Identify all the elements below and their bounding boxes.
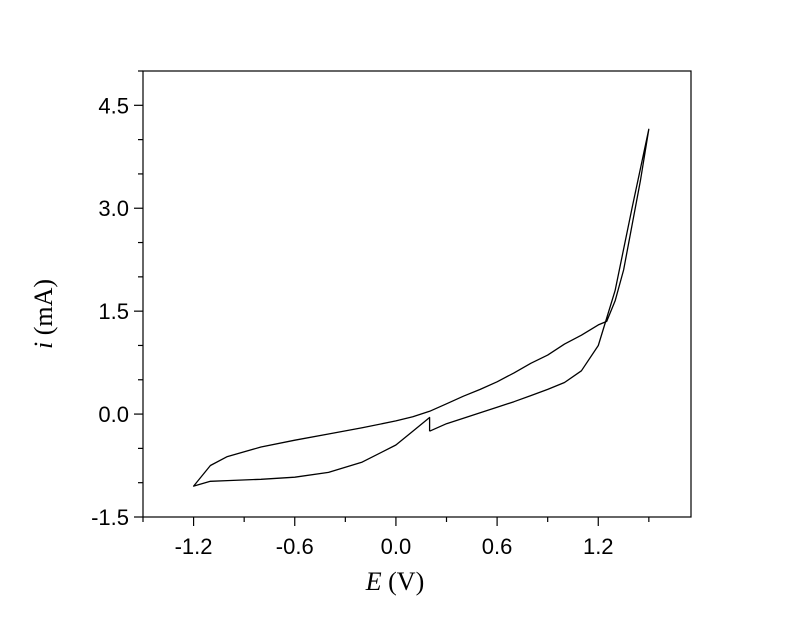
y-tick-label: -1.5: [91, 505, 129, 530]
x-tick-label: 0.0: [381, 534, 412, 559]
axis-ticks: [134, 70, 650, 526]
cv-curve: [192, 128, 650, 487]
y-tick-label: 1.5: [98, 299, 129, 324]
y-tick-label: 4.5: [98, 93, 129, 118]
x-tick-label: -1.2: [175, 534, 213, 559]
x-tick-label: 1.2: [583, 534, 614, 559]
x-tick-label: 0.6: [482, 534, 513, 559]
tick-labels: -1.2 -0.6 0.0 0.6 1.2 -1.5 0.0 1.5 3.0 4.5: [91, 93, 613, 559]
y-tick-label: 0.0: [98, 402, 129, 427]
y-axis-label: i (mA): [29, 279, 58, 349]
y-tick-label: 3.0: [98, 196, 129, 221]
x-axis-label: E (V): [365, 567, 424, 596]
plot-frame: [142, 70, 692, 518]
x-tick-label: -0.6: [276, 534, 314, 559]
